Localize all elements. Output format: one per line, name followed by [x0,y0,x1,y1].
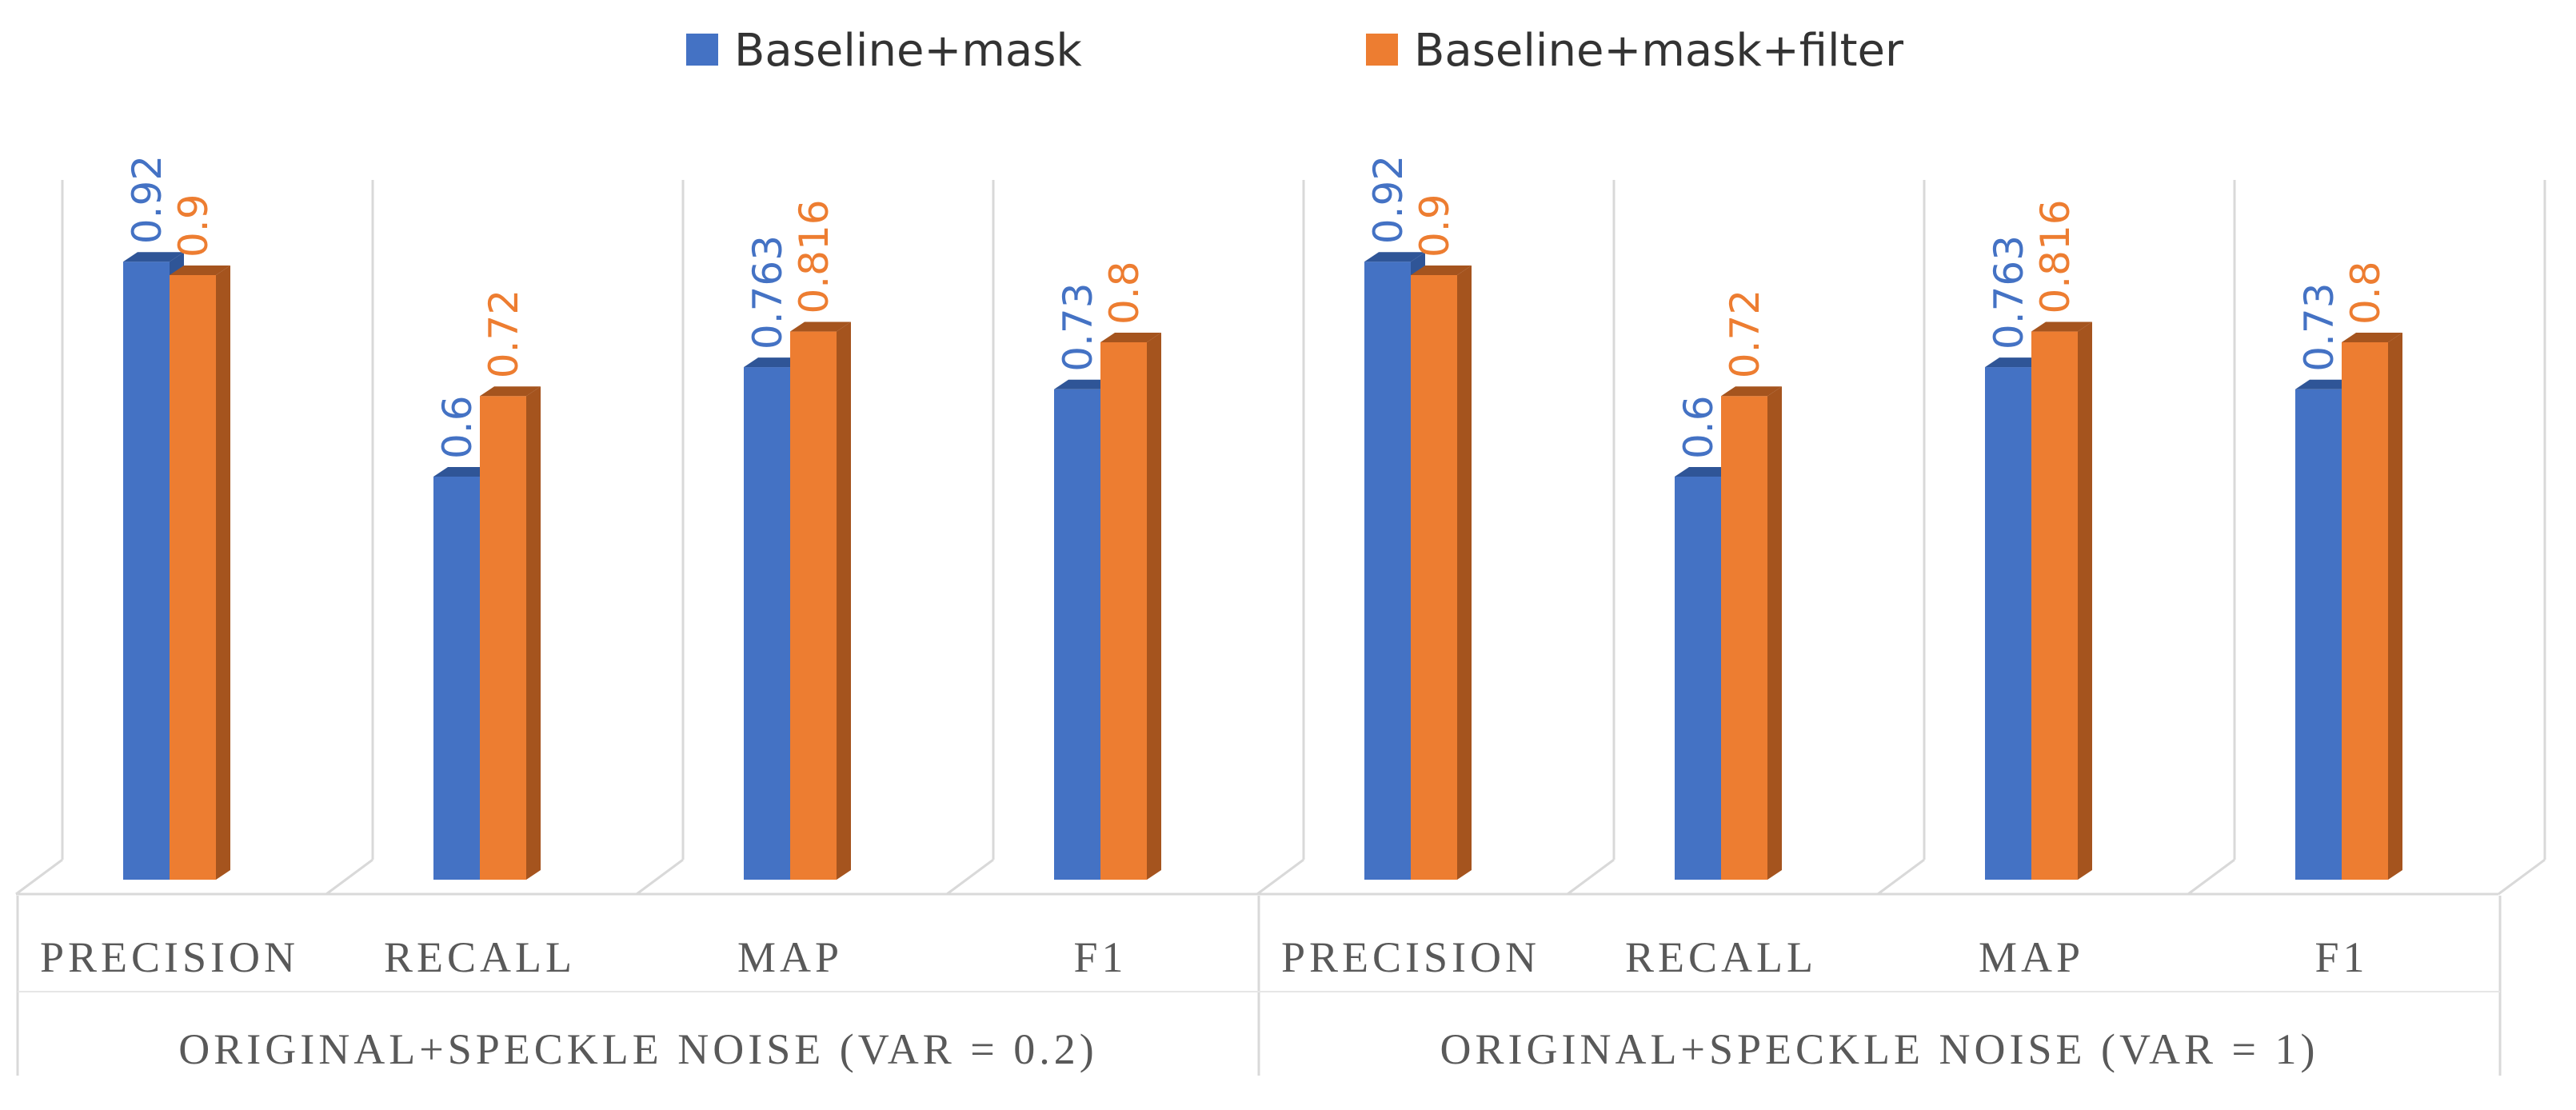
tick-label: MAP [737,933,843,981]
bars [123,252,2402,880]
bar-side [526,386,541,880]
floor-divider [15,858,63,896]
bar-top [2295,379,2356,389]
bar-top [2031,321,2092,332]
legend-label-series-1: Baseline+mask [734,25,1082,77]
bar-side [2078,321,2092,880]
bar-top [1985,357,2046,368]
data-label: 0.816 [2032,199,2079,313]
data-label: 0.8 [2342,261,2389,325]
bar-side [216,266,230,880]
bar-top [433,467,494,477]
bar-top [123,252,184,262]
bar [170,275,216,880]
floor-divider [636,858,684,896]
bar-top [1411,266,1472,275]
gridlines [61,180,2546,860]
bar [2031,331,2078,880]
bar [1100,342,1147,880]
bar-top [744,357,805,368]
chart-floor [15,858,2546,896]
bar-top [2342,333,2402,342]
bar-top [480,386,541,397]
bar-top [1721,386,1782,397]
legend-swatch-series-2 [1366,34,1398,66]
bar [1411,275,1457,880]
bar-top [1364,252,1425,262]
legend-label-series-2: Baseline+mask+filter [1414,25,1904,77]
bar-top [170,266,230,275]
data-label: 0.6 [1675,395,1722,459]
bar-top [1675,467,1735,477]
bar [1675,477,1721,880]
data-label: 0.9 [170,194,217,258]
data-label: 0.72 [481,289,527,378]
category-axis: PRECISION RECALL MAP F1 PRECISION RECALL MAP F1… [16,896,2502,1076]
data-label: 0.763 [745,235,791,349]
bar [123,262,170,880]
bar-top [790,321,851,332]
data-label: 0.6 [434,395,481,459]
data-label: 0.92 [124,155,170,244]
data-label: 0.9 [1412,194,1458,258]
bar [1985,367,2031,880]
data-label: 0.73 [2296,282,2342,371]
tick-label: F1 [1073,933,1127,981]
data-label: 0.73 [1055,282,1101,371]
bar [480,396,526,880]
bar [744,367,790,880]
group-label: ORIGINAL+SPECKLE NOISE (VAR = 0.2) [178,1025,1097,1073]
bar [2342,342,2388,880]
tick-label: F1 [2314,933,2368,981]
legend-swatch-series-1 [686,34,718,66]
bar [1721,396,1767,880]
bar [790,331,837,880]
bar-side [1457,266,1472,880]
tick-label: MAP [1979,933,2084,981]
floor-divider [325,858,373,896]
floor-divider [946,858,994,896]
tick-label: PRECISION [1281,933,1540,981]
bar-side [1767,386,1782,880]
tick-label: RECALL [384,933,576,981]
bar-top [1054,379,1115,389]
legend: Baseline+mask Baseline+mask+filter [686,25,1904,77]
floor-divider [1567,858,1615,896]
data-label: 0.8 [1101,261,1148,325]
bar-side [2388,333,2402,880]
floor-divider [2498,858,2546,896]
floor-divider [1256,858,1304,896]
floor-divider [2187,858,2235,896]
bar [1054,389,1100,880]
bar-side [837,321,851,880]
tick-label: PRECISION [40,933,299,981]
tick-label: RECALL [1625,933,1817,981]
bar-side [1147,333,1161,880]
floor-divider [1877,858,1925,896]
data-label: 0.72 [1722,289,1768,378]
group-label: ORIGINAL+SPECKLE NOISE (VAR = 1) [1440,1025,2319,1073]
data-label: 0.763 [1986,235,2032,349]
bar [433,477,480,880]
data-labels: 0.92 0.6 0.763 0.73 0.92 0.6 0.763 0.73 0.9 0.72 0… [124,155,2389,459]
data-label: 0.92 [1365,155,1412,244]
data-label: 0.816 [791,199,837,313]
bar [2295,389,2342,880]
bar-top [1100,333,1161,342]
bar [1364,262,1411,880]
